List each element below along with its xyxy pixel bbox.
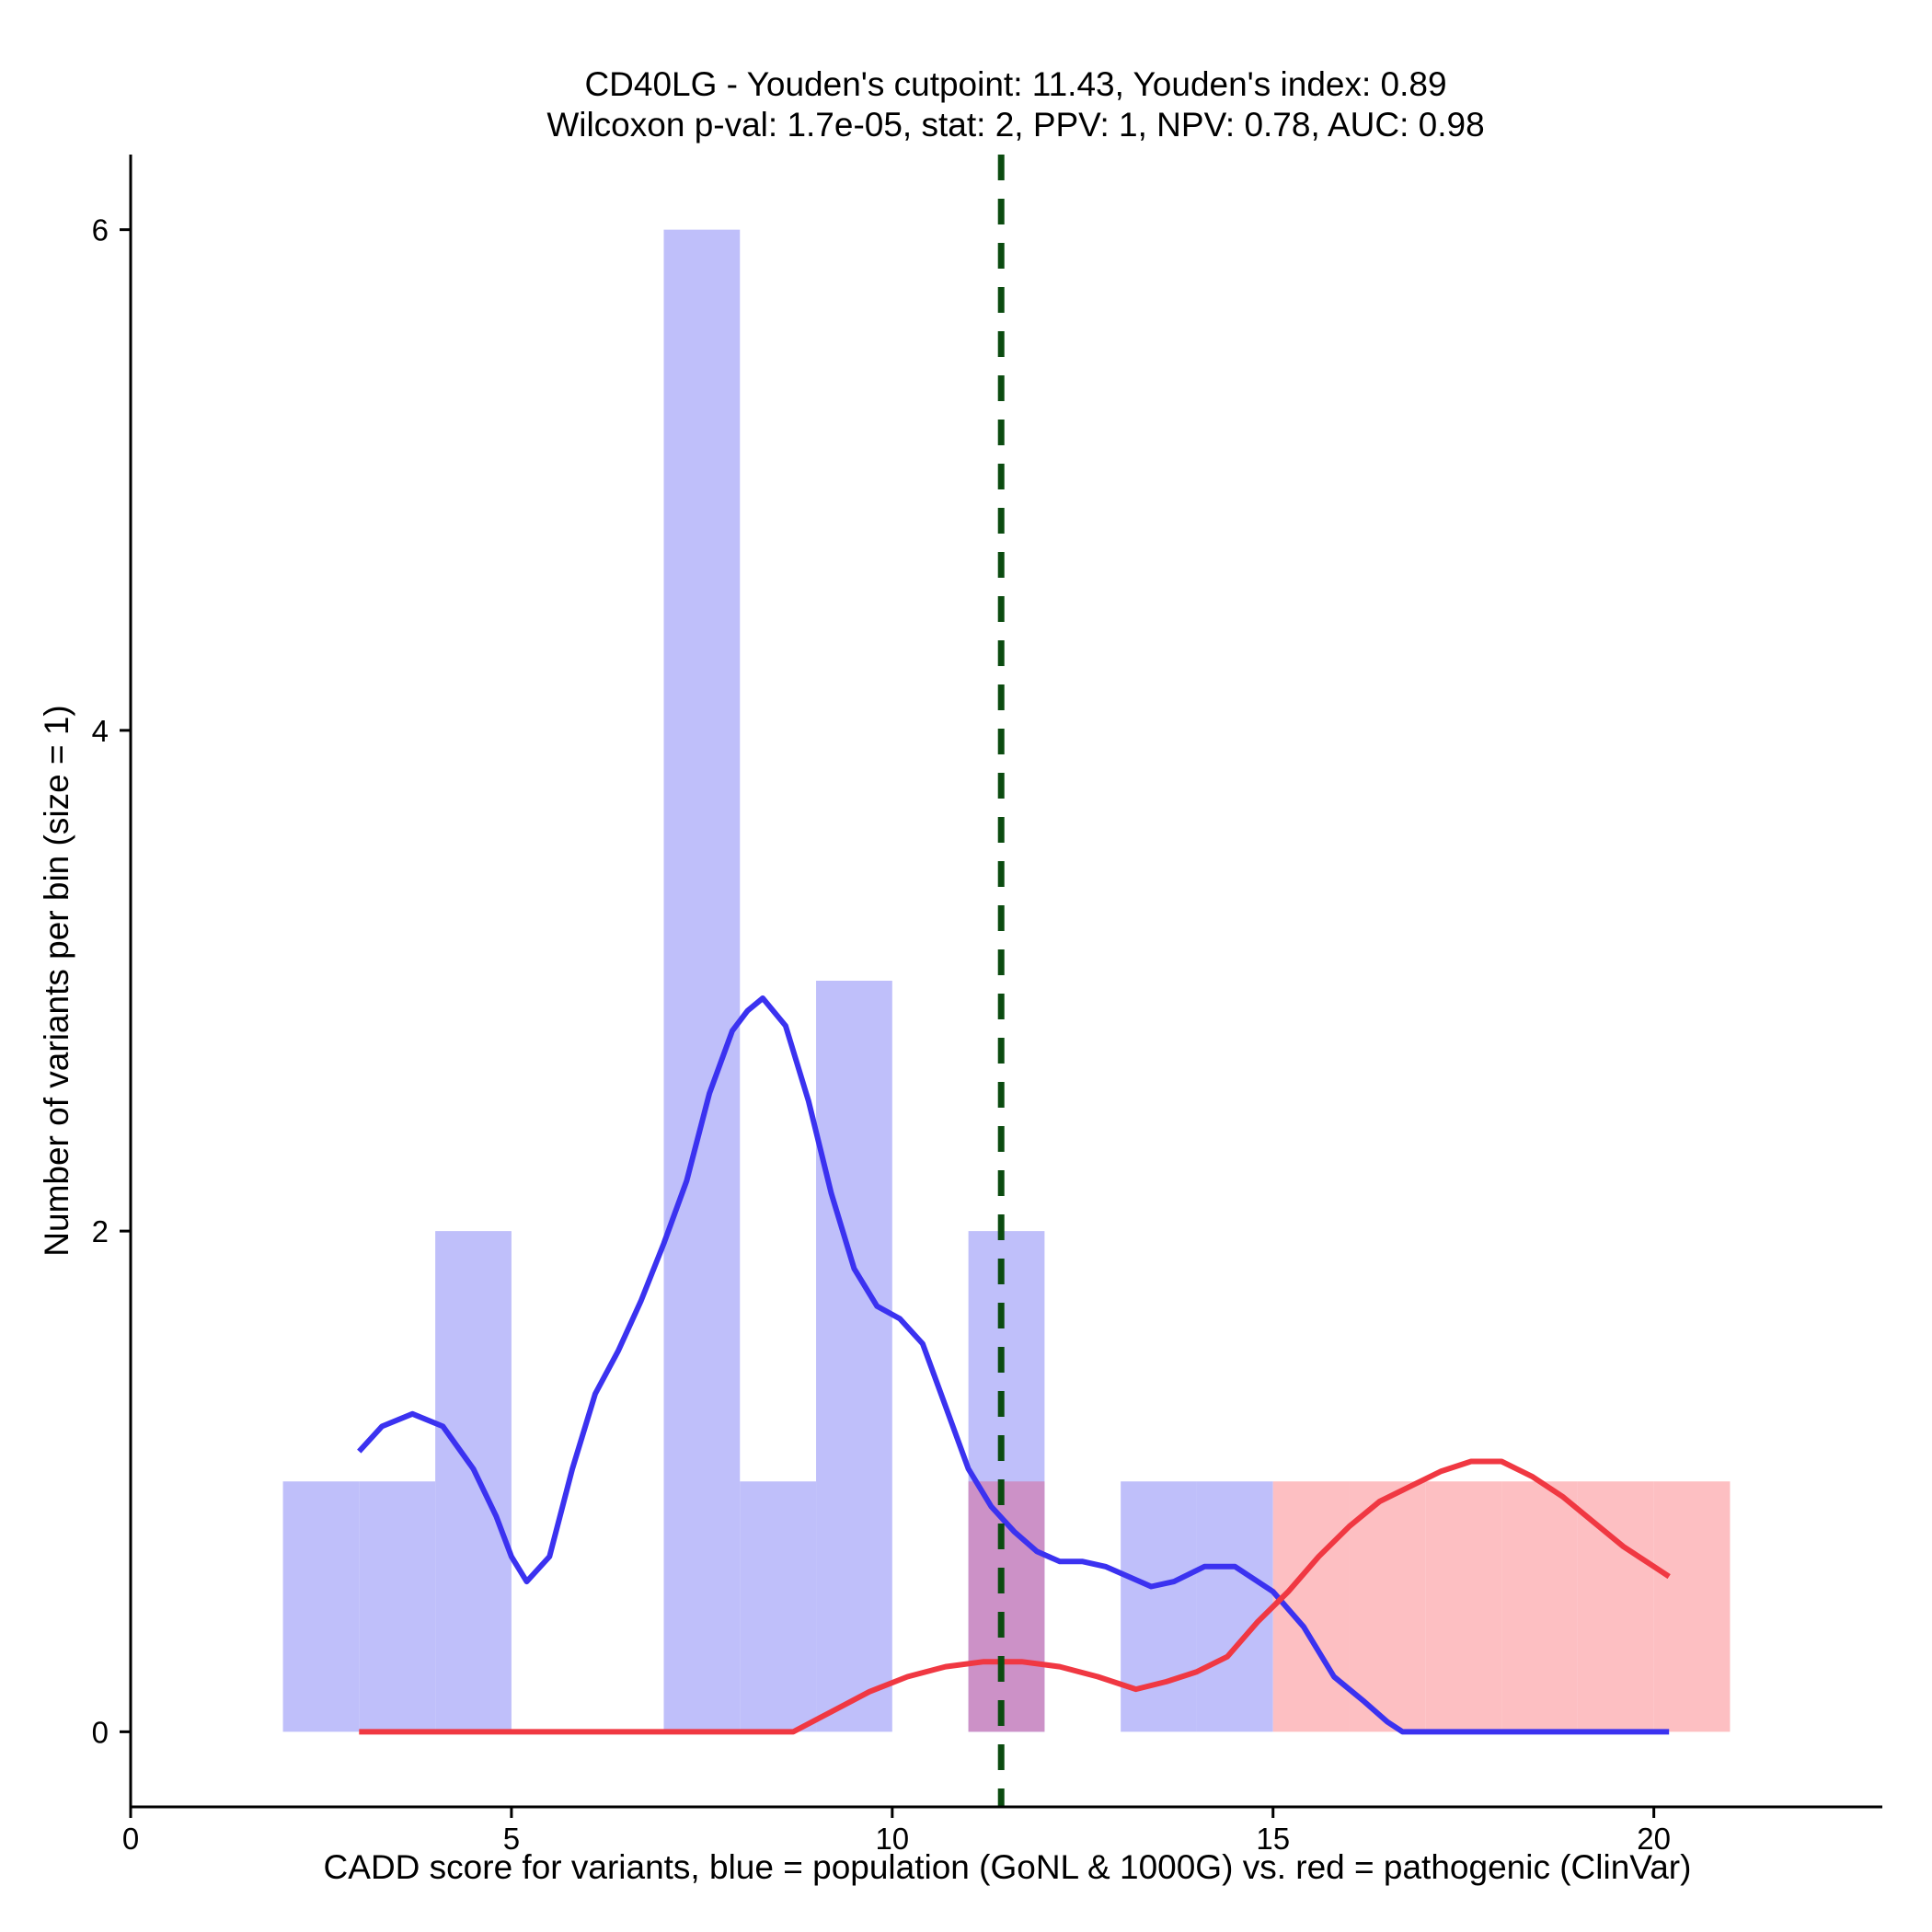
y-tick-label: 4: [92, 714, 109, 748]
x-tick-label: 0: [122, 1822, 139, 1856]
x-axis-ticks: 0 5 10 15 20: [122, 1807, 1671, 1856]
population-density-line: [357, 995, 1670, 1735]
population-bar: [740, 1481, 817, 1732]
y-tick-label: 2: [92, 1214, 109, 1248]
overlap-bars: [968, 1481, 1045, 1732]
y-tick-label: 0: [92, 1715, 109, 1749]
y-axis-ticks: 0 2 4 6: [92, 213, 131, 1749]
population-bar: [435, 1231, 512, 1732]
y-axis-label: Number of variants per bin (size = 1): [38, 705, 75, 1256]
x-tick-label: 10: [875, 1822, 909, 1856]
x-tick-label: 20: [1637, 1822, 1671, 1856]
pathogenic-bar: [1653, 1481, 1731, 1732]
x-tick-label: 15: [1256, 1822, 1290, 1856]
pathogenic-bar: [1425, 1481, 1502, 1732]
x-tick-label: 5: [503, 1822, 520, 1856]
overlap-bar: [968, 1481, 1045, 1732]
population-bar: [663, 229, 741, 1732]
population-bar: [1196, 1481, 1273, 1732]
population-bar: [359, 1481, 436, 1732]
pathogenic-bar: [1501, 1481, 1578, 1732]
y-tick-label: 6: [92, 213, 109, 247]
population-bar: [1121, 1481, 1197, 1732]
population-bar: [816, 981, 892, 1732]
pathogenic-bar: [1349, 1481, 1426, 1732]
pathogenic-bars: [1272, 1481, 1731, 1732]
pathogenic-density-line: [359, 1458, 1671, 1735]
chart-subtitle: Wilcoxon p-val: 1.7e-05, stat: 2, PPV: 1…: [546, 106, 1484, 144]
pathogenic-bar: [1577, 1481, 1654, 1732]
population-bar: [282, 1481, 360, 1732]
x-axis-label: CADD score for variants, blue = populati…: [324, 1848, 1692, 1886]
chart-title: CD40LG - Youden's cutpoint: 11.43, Youde…: [584, 65, 1446, 103]
